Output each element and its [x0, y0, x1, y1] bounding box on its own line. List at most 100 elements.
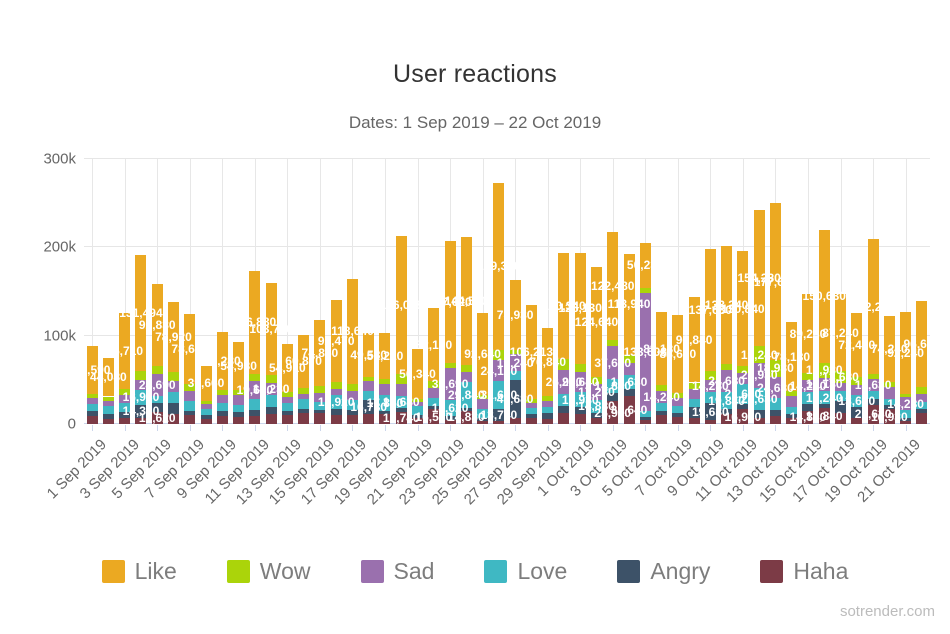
bar-segment-wow[interactable]	[298, 388, 310, 394]
bar-segment-like[interactable]	[753, 209, 765, 347]
bar-segment-haha[interactable]	[346, 415, 358, 424]
bar-segment-haha[interactable]	[184, 415, 196, 424]
bar-segment-love[interactable]	[883, 398, 895, 406]
bar-segment-wow[interactable]	[412, 398, 424, 403]
bar-segment-angry[interactable]	[265, 406, 277, 414]
bar-segment-like[interactable]	[574, 252, 586, 365]
bar-segment-wow[interactable]	[721, 363, 733, 371]
bar-segment-love[interactable]	[460, 381, 472, 409]
bar-segment-like[interactable]	[119, 313, 131, 390]
bar-segment-love[interactable]	[818, 391, 830, 405]
bar-segment-sad[interactable]	[379, 383, 391, 395]
bar-segment-haha[interactable]	[558, 412, 570, 424]
bar-segment-sad[interactable]	[428, 388, 440, 399]
bar-segment-like[interactable]	[379, 333, 391, 379]
bar-segment-love[interactable]	[867, 391, 879, 400]
bar-segment-sad[interactable]	[574, 372, 586, 393]
bar-segment-wow[interactable]	[330, 381, 342, 389]
bar-segment-haha[interactable]	[916, 413, 928, 424]
bar-segment-wow[interactable]	[216, 389, 228, 396]
bar-segment-haha[interactable]	[363, 414, 375, 424]
bar-segment-angry[interactable]	[574, 407, 586, 415]
bar-segment-love[interactable]	[639, 411, 651, 417]
bar-segment-angry[interactable]	[119, 412, 131, 418]
bar-segment-wow[interactable]	[769, 359, 781, 377]
bar-segment-angry[interactable]	[460, 408, 472, 411]
bar-segment-love[interactable]	[704, 392, 716, 403]
bar-segment-sad[interactable]	[151, 374, 163, 396]
bar-segment-angry[interactable]	[769, 410, 781, 416]
bar-segment-angry[interactable]	[249, 409, 261, 416]
bar-segment-angry[interactable]	[346, 409, 358, 416]
bar-segment-wow[interactable]	[623, 354, 635, 364]
bar-segment-sad[interactable]	[721, 370, 733, 392]
bar-segment-haha[interactable]	[525, 417, 537, 424]
bar-segment-haha[interactable]	[86, 416, 98, 424]
bar-segment-haha[interactable]	[412, 417, 424, 424]
bar-segment-wow[interactable]	[916, 386, 928, 395]
bar-segment-love[interactable]	[574, 392, 586, 408]
bar-segment-love[interactable]	[900, 409, 912, 419]
bar-segment-sad[interactable]	[900, 397, 912, 410]
bar-segment-like[interactable]	[363, 332, 375, 377]
bar-segment-sad[interactable]	[249, 381, 261, 399]
bar-segment-like[interactable]	[249, 270, 261, 374]
bar-segment-angry[interactable]	[167, 403, 179, 414]
bar-segment-angry[interactable]	[314, 409, 326, 414]
bar-segment-love[interactable]	[395, 396, 407, 409]
bar-segment-sad[interactable]	[493, 360, 505, 382]
bar-segment-sad[interactable]	[623, 363, 635, 375]
bar-segment-wow[interactable]	[395, 374, 407, 385]
bar-segment-haha[interactable]	[769, 415, 781, 424]
bar-segment-like[interactable]	[216, 332, 228, 390]
bar-segment-love[interactable]	[737, 384, 749, 404]
bar-segment-wow[interactable]	[477, 395, 489, 399]
bar-segment-love[interactable]	[249, 398, 261, 410]
bar-segment-love[interactable]	[623, 374, 635, 389]
bar-segment-love[interactable]	[102, 405, 114, 415]
bar-segment-wow[interactable]	[86, 393, 98, 399]
bar-segment-angry[interactable]	[851, 407, 863, 418]
bar-segment-angry[interactable]	[298, 408, 310, 413]
bar-segment-love[interactable]	[753, 387, 765, 411]
bar-segment-sad[interactable]	[818, 377, 830, 392]
bar-segment-wow[interactable]	[135, 370, 147, 380]
bar-segment-like[interactable]	[542, 328, 554, 396]
bar-segment-love[interactable]	[672, 406, 684, 413]
bar-segment-wow[interactable]	[233, 390, 245, 396]
bar-segment-angry[interactable]	[363, 399, 375, 415]
bar-segment-like[interactable]	[428, 308, 440, 381]
bar-segment-sad[interactable]	[704, 379, 716, 393]
bar-segment-sad[interactable]	[883, 386, 895, 399]
bar-segment-sad[interactable]	[525, 403, 537, 409]
bar-segment-haha[interactable]	[460, 410, 472, 424]
bar-segment-like[interactable]	[412, 348, 424, 399]
bar-segment-wow[interactable]	[151, 366, 163, 375]
bar-segment-haha[interactable]	[167, 413, 179, 424]
bar-segment-angry[interactable]	[558, 405, 570, 413]
bar-segment-haha[interactable]	[509, 418, 521, 424]
bar-segment-angry[interactable]	[330, 409, 342, 415]
bar-segment-wow[interactable]	[835, 371, 847, 384]
bar-segment-haha[interactable]	[639, 420, 651, 424]
bar-segment-sad[interactable]	[477, 398, 489, 409]
bar-segment-like[interactable]	[737, 250, 749, 367]
bar-segment-wow[interactable]	[460, 364, 472, 372]
bar-segment-like[interactable]	[200, 365, 212, 401]
bar-segment-haha[interactable]	[395, 411, 407, 424]
bar-segment-like[interactable]	[167, 301, 179, 372]
bar-segment-angry[interactable]	[867, 399, 879, 405]
bar-segment-angry[interactable]	[590, 412, 602, 419]
bar-segment-wow[interactable]	[688, 382, 700, 389]
bar-segment-love[interactable]	[298, 399, 310, 409]
bar-segment-like[interactable]	[786, 322, 798, 392]
bar-segment-sad[interactable]	[835, 383, 847, 392]
bar-segment-sad[interactable]	[851, 384, 863, 396]
bar-segment-angry[interactable]	[151, 403, 163, 412]
bar-segment-wow[interactable]	[428, 381, 440, 389]
bar-segment-wow[interactable]	[444, 362, 456, 369]
bar-segment-like[interactable]	[493, 182, 505, 351]
bar-segment-love[interactable]	[786, 406, 798, 415]
bar-segment-love[interactable]	[802, 392, 814, 404]
bar-segment-like[interactable]	[135, 254, 147, 371]
